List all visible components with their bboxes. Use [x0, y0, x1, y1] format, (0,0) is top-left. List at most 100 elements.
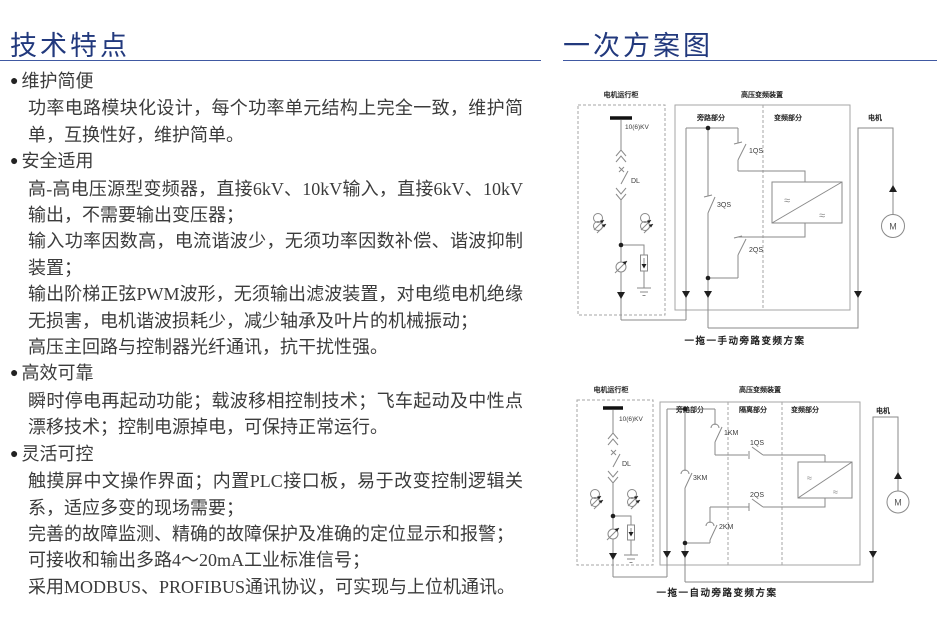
feature-paragraph: 高压主回路与控制器光纤通讯，抗干扰性强。	[28, 337, 388, 358]
contactor-1km-icon	[710, 423, 720, 429]
device-label: 高压变频装置	[739, 385, 781, 394]
node-dot	[705, 125, 711, 131]
left-section-title: 技术特点	[10, 31, 130, 61]
vfd-section-label: 变频部分	[774, 113, 802, 122]
up-arrow-icon	[894, 472, 902, 479]
switch-label: 2QS	[749, 247, 763, 254]
bypass-circuit	[685, 127, 894, 329]
breaker-label: DL	[622, 461, 631, 468]
node-dot	[610, 513, 616, 519]
feature-heading-text: 维护简便	[21, 71, 94, 91]
feature-paragraph: 触摸屏中文操作界面；内置PLC接口板，易于改变控制逻辑关系，适应多变的现场需要；	[28, 471, 523, 518]
down-arrow-icon	[617, 292, 625, 299]
breaker-label: DL	[631, 178, 640, 185]
ac-wave-icon: ≈	[784, 195, 790, 207]
node-dot	[682, 406, 688, 412]
switch-1qs-icon	[751, 446, 764, 456]
feature-heading: ● 安全适用	[10, 148, 523, 175]
converter-icon	[771, 181, 843, 224]
feature-paragraph: 输入功率因数高，电流谐波少，无须功率因数补偿、谐波抑制装置；	[28, 231, 523, 278]
bullet-icon: ●	[10, 74, 19, 89]
motor-icon	[886, 490, 910, 514]
down-arrow-icon	[682, 291, 690, 298]
ac-wave-icon: ≈	[833, 487, 838, 497]
bypass-section-label: 旁路部分	[696, 113, 725, 122]
feature-flexibility: ● 灵活可控 触摸屏中文操作界面；内置PLC接口板，易于改变控制逻辑关系，适应多变…	[10, 441, 523, 600]
feature-paragraph: 瞬时停电再起动功能；载波移相控制技术；飞车起动及中性点漂移技术；控制电源掉电，可…	[28, 390, 523, 438]
ac-wave-icon: ≈	[819, 210, 825, 222]
motor-label: 电机	[876, 406, 890, 415]
bypass-circuit	[666, 408, 899, 583]
down-arrow-icon	[609, 553, 617, 560]
motor-label: 电机	[868, 113, 882, 122]
contactor-label: 1KM	[724, 430, 739, 437]
motor-icon	[881, 214, 905, 238]
feature-list: ● 维护简便 功率电路模块化设计，每个功率单元结构上完全一致，维护简单，互换性好，…	[10, 68, 523, 600]
arrowhead	[614, 528, 619, 532]
node-dot	[705, 275, 711, 281]
feature-heading-text: 灵活可控	[21, 443, 94, 464]
feature-heading: ● 维护简便	[10, 68, 523, 95]
down-arrow-icon	[704, 291, 712, 298]
bullet-icon: ●	[10, 154, 19, 170]
feature-maintenance: ● 维护简便 功率电路模块化设计，每个功率单元结构上完全一致，维护简单，互换性好，…	[10, 68, 523, 148]
cabinet-box	[576, 399, 654, 566]
vfd-section-label: 变频部分	[791, 405, 819, 414]
contactor-3km-icon	[680, 469, 690, 475]
cabinet-label: 电机运行柜	[594, 385, 629, 394]
current-transformer-icon	[640, 213, 654, 234]
feature-paragraph: 采用MODBUS、PROFIBUS通讯协议，可实现与上位机通讯。	[28, 576, 516, 597]
cabinet-circuit	[606, 410, 667, 578]
feature-heading: ● 灵活可控	[10, 441, 523, 468]
left-title-rule	[0, 60, 541, 61]
feature-reliability: ● 高效可靠 瞬时停电再起动功能；载波移相控制技术；飞车起动及中性点漂移技术；控制…	[10, 360, 523, 440]
breaker-icon	[620, 170, 629, 185]
feature-paragraph: 可接收和输出多路4～20mA工业标准信号；	[28, 550, 370, 571]
current-transformer-icon	[627, 489, 641, 510]
bullet-icon: ●	[10, 446, 19, 462]
isolation-section-label: 隔离部分	[739, 405, 767, 414]
switch-2qs-icon	[751, 498, 764, 508]
diagram-caption: 一拖一手动旁路变频方案	[684, 335, 805, 347]
feature-paragraph: 完善的故障监测、精确的故障保护及准确的定位显示和报警；	[28, 523, 514, 544]
switch-2qs-icon	[737, 238, 747, 256]
down-arrow-icon	[854, 291, 862, 298]
voltage-label: 10(6)KV	[625, 124, 650, 131]
diagram-caption: 一拖一自动旁路变频方案	[656, 587, 777, 599]
switch-3qs-icon	[707, 196, 716, 214]
motor-m-label: M	[889, 222, 897, 232]
feature-heading: ● 高效可靠	[10, 360, 523, 387]
device-label: 高压变频装置	[741, 90, 783, 99]
arrowhead	[628, 532, 634, 537]
contactor-label: 2KM	[719, 524, 734, 531]
up-arrow-icon	[889, 185, 897, 192]
bullet-icon: ●	[10, 366, 19, 382]
ac-wave-icon: ≈	[807, 473, 812, 483]
feature-heading-text: 高效可靠	[21, 363, 94, 384]
motor-m-label: M	[894, 498, 902, 508]
arrowhead	[641, 264, 647, 269]
auto-bypass-diagram: 电机运行柜 10(6)KV	[576, 385, 910, 599]
right-section-title: 一次方案图	[563, 31, 713, 61]
contactor-2km-icon	[705, 521, 715, 527]
feature-safety: ● 安全适用 高-高电压源型变频器，直接6kV、10kV输入，直接6kV、10kV…	[10, 148, 523, 360]
voltage-label: 10(6)KV	[619, 416, 644, 423]
feature-paragraph: 输出阶梯正弦PWM波形，无须输出滤波装置，对电缆电机绝缘无损害，电机谐波损耗少，…	[28, 284, 523, 331]
breaker-icon	[612, 453, 621, 468]
feature-heading-text: 安全适用	[21, 151, 94, 172]
contactor-label: 3KM	[693, 475, 708, 482]
vfd-device-box	[659, 401, 861, 566]
current-transformer-icon	[590, 489, 604, 510]
switch-label: 1QS	[750, 440, 764, 447]
arrowhead	[622, 261, 627, 265]
down-arrow-icon	[869, 551, 877, 558]
feature-paragraph: 高-高电压源型变频器，直接6kV、10kV输入，直接6kV、10kV输出，不需要…	[28, 178, 523, 226]
node-dot	[618, 242, 624, 248]
down-arrow-icon	[663, 551, 671, 558]
right-title-rule	[563, 60, 937, 61]
switch-label: 1QS	[749, 148, 763, 155]
feature-paragraph: 功率电路模块化设计，每个功率单元结构上完全一致，维护简单，互换性好，维护简单。	[28, 98, 523, 145]
manual-bypass-diagram: 电机运行柜 10(6)KV	[577, 90, 905, 347]
cabinet-label: 电机运行柜	[604, 90, 639, 99]
